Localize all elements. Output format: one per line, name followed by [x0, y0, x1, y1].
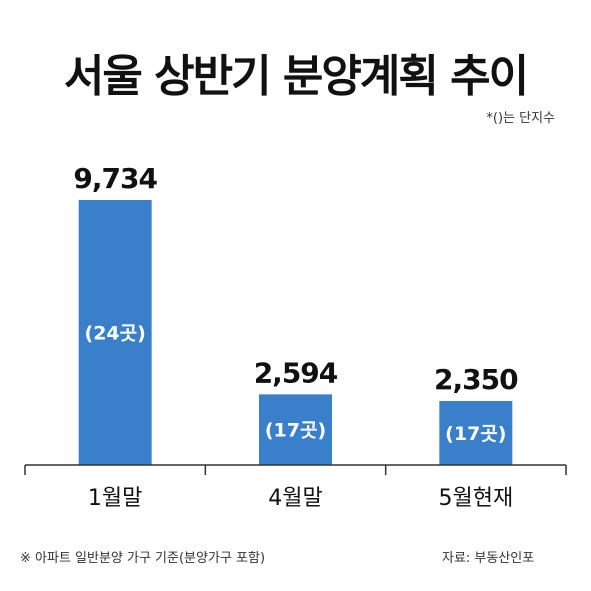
bar-count-label: (24곳): [85, 323, 146, 345]
bar: [439, 401, 513, 465]
ticks-layer: 1월말 4월말 5월현재: [24, 465, 567, 511]
unit-note: *()는 단지수: [486, 111, 555, 126]
source-label: 자료: 부동산인포: [442, 551, 535, 566]
bars-layer: 9,734 (24곳) 2,594 (17곳) 2,350 (17곳): [73, 162, 519, 465]
category-label: 1월말: [88, 486, 142, 511]
category-label: 4월말: [268, 486, 322, 511]
bar: [78, 200, 152, 465]
value-label: 2,350: [434, 363, 518, 396]
bar-count-label: (17곳): [445, 423, 506, 445]
value-label: 2,594: [254, 356, 338, 389]
value-label: 9,734: [73, 162, 157, 195]
category-label: 5월현재: [438, 486, 513, 511]
bar-count-label: (17곳): [265, 420, 326, 442]
bar: [259, 394, 332, 465]
chart-title: 서울 상반기 분양계획 추이: [63, 51, 529, 102]
footnote: ※ 아파트 일반분양 가구 기준(분양가구 포함): [20, 551, 266, 566]
